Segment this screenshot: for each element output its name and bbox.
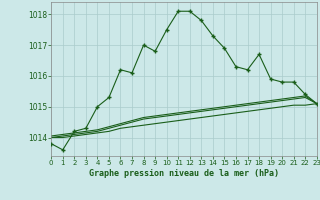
X-axis label: Graphe pression niveau de la mer (hPa): Graphe pression niveau de la mer (hPa) bbox=[89, 169, 279, 178]
